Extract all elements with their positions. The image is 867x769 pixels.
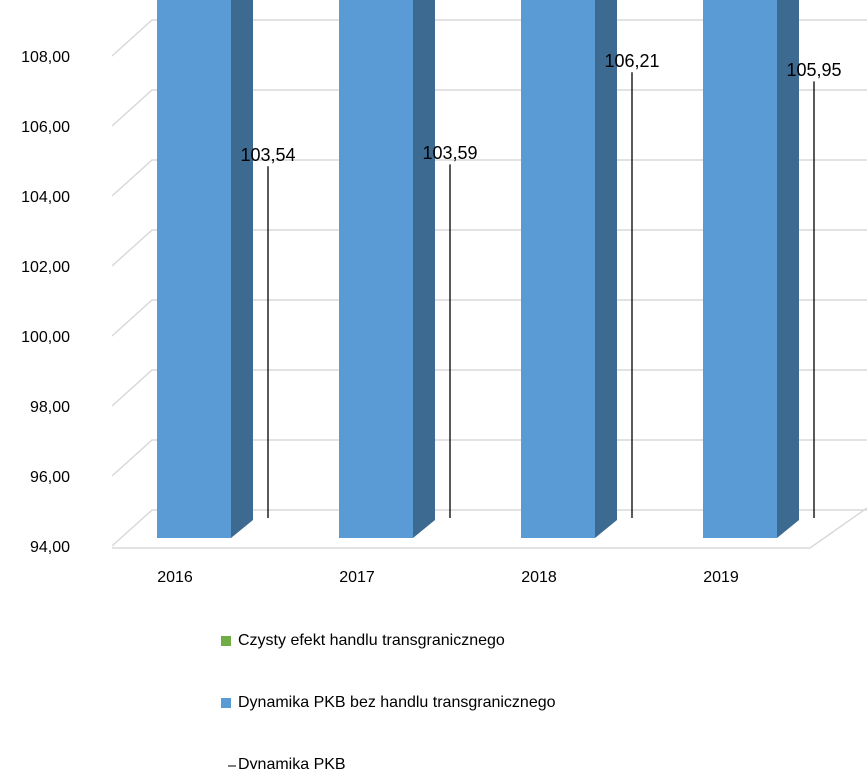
y-tick-label: 98,00 <box>30 399 70 416</box>
total-label: 103,54 <box>240 145 295 165</box>
legend-label: Czysty efekt handlu transgranicznego <box>238 632 505 649</box>
y-tick-label: 108,00 <box>21 49 70 66</box>
bar-side <box>777 0 799 538</box>
grid-line <box>111 299 867 337</box>
grid-line <box>111 369 867 407</box>
grid-line <box>111 159 867 197</box>
bar-side <box>231 0 253 538</box>
y-tick-label: 96,00 <box>30 469 70 486</box>
total-label: 106,21 <box>604 51 659 71</box>
y-tick-label: 104,00 <box>21 189 70 206</box>
y-tick-label: 94,00 <box>30 539 70 556</box>
y-tick-label: 100,00 <box>21 329 70 346</box>
total-label: 105,95 <box>786 60 841 80</box>
floor <box>112 507 867 549</box>
bar <box>157 0 231 538</box>
x-tick-label: 2019 <box>703 569 739 586</box>
legend-label: Dynamika PKB <box>238 756 346 769</box>
x-tick-label: 2017 <box>339 569 375 586</box>
grid-line <box>111 439 867 477</box>
grid-line <box>111 19 867 57</box>
y-tick-label: 106,00 <box>21 119 70 136</box>
x-tick-label: 2016 <box>157 569 193 586</box>
bar <box>339 0 413 538</box>
bar <box>521 0 595 538</box>
bar-side <box>595 0 617 538</box>
legend-swatch <box>221 698 231 708</box>
legend-swatch <box>221 636 231 646</box>
bar <box>703 0 777 538</box>
grid-line <box>111 509 867 547</box>
bar-side <box>413 0 435 538</box>
grid-line <box>111 229 867 267</box>
grid-line <box>111 89 867 127</box>
x-tick-label: 2018 <box>521 569 557 586</box>
legend-label: Dynamika PKB bez handlu transgranicznego <box>238 694 556 711</box>
total-label: 103,59 <box>422 143 477 163</box>
y-tick-label: 102,00 <box>21 259 70 276</box>
